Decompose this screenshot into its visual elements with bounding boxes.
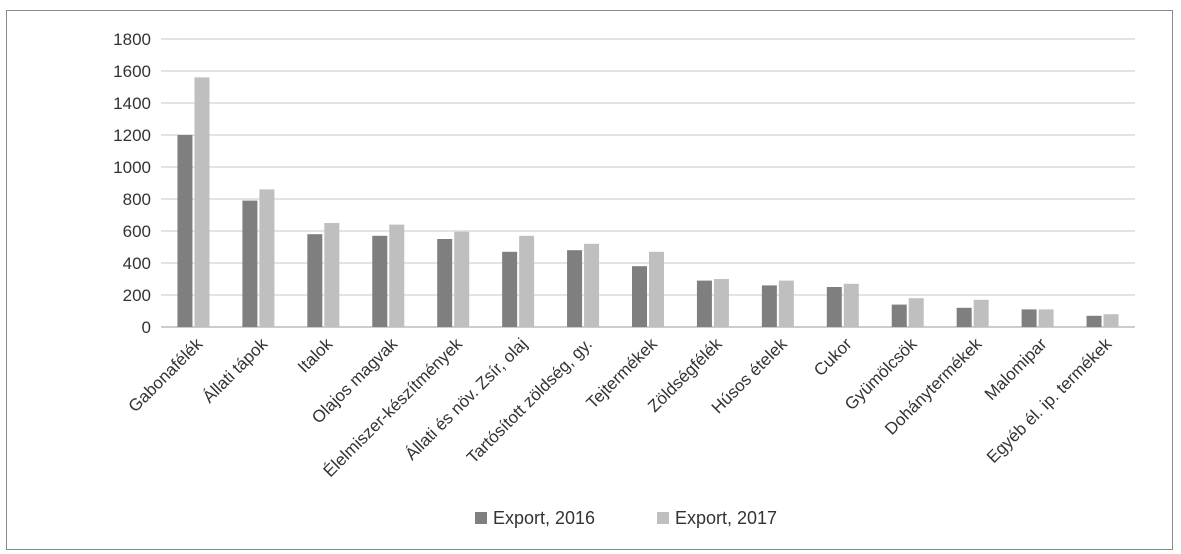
legend: Export, 2016 Export, 2017 <box>475 508 777 528</box>
y-tick-label: 600 <box>123 222 151 241</box>
y-tick-label: 1200 <box>113 126 151 145</box>
legend-label: Export, 2017 <box>675 508 777 528</box>
bar-2016 <box>891 304 907 327</box>
bar-2016 <box>1021 309 1037 327</box>
y-tick-label: 200 <box>123 286 151 305</box>
x-tick-label: Állati és növ. Zsír, olaj <box>401 334 530 463</box>
legend-swatch <box>475 512 487 524</box>
bar-2016 <box>502 251 518 327</box>
bar-2016 <box>177 135 193 327</box>
y-tick-label: 800 <box>123 190 151 209</box>
bar-2016 <box>437 239 453 327</box>
y-tick-label: 400 <box>123 254 151 273</box>
chart-frame: 0 200 400 600 800 1000 1200 1400 1600 1800 Gabona… <box>6 10 1173 550</box>
bar-2017 <box>194 77 210 328</box>
y-tick-label: 0 <box>142 318 151 337</box>
x-tick-label: Malomipar <box>981 334 1051 404</box>
y-axis-ticks: 0 200 400 600 800 1000 1200 1400 1600 1800 <box>113 30 151 337</box>
bar-chart: 0 200 400 600 800 1000 1200 1400 1600 1800 Gabona… <box>113 30 1135 528</box>
x-tick-label: Állati tápok <box>199 334 272 407</box>
bar-2017 <box>778 280 794 327</box>
bar-2017 <box>908 298 924 327</box>
bar-2016 <box>956 307 972 327</box>
bar-2017 <box>259 189 275 327</box>
x-tick-label: Italok <box>294 334 337 377</box>
bars <box>177 77 1119 328</box>
bar-2017 <box>454 231 470 327</box>
bar-2017 <box>519 235 535 327</box>
bar-2016 <box>1086 315 1102 327</box>
bar-2016 <box>632 266 647 327</box>
bar-2016 <box>696 280 712 327</box>
y-tick-label: 1400 <box>113 94 151 113</box>
bar-2016 <box>242 200 258 327</box>
x-tick-label: Gabonafélék <box>125 334 207 416</box>
bar-2017 <box>843 283 859 327</box>
bar-2016 <box>372 235 388 327</box>
gridlines <box>161 38 1135 328</box>
bar-2017 <box>1038 309 1054 327</box>
bar-2017 <box>324 223 340 327</box>
y-tick-label: 1000 <box>113 158 151 177</box>
y-tick-label: 1800 <box>113 30 151 49</box>
bar-2016 <box>567 250 583 327</box>
bar-2017 <box>1103 314 1119 327</box>
legend-label: Export, 2016 <box>493 508 595 528</box>
bar-2016 <box>761 285 777 327</box>
y-tick-label: 1600 <box>113 62 151 81</box>
bar-2017 <box>584 243 600 327</box>
bar-2017 <box>649 251 664 327</box>
x-tick-label: Cukor <box>810 334 856 380</box>
bar-2017 <box>713 279 729 327</box>
bar-2016 <box>307 234 323 327</box>
x-tick-label: Tartósított zöldség, gy. <box>463 334 596 467</box>
legend-swatch <box>657 512 669 524</box>
x-tick-label: Egyéb él. ip. termékek <box>983 334 1116 467</box>
bar-2017 <box>389 224 405 327</box>
bar-2016 <box>826 287 842 327</box>
bar-2017 <box>973 299 989 327</box>
